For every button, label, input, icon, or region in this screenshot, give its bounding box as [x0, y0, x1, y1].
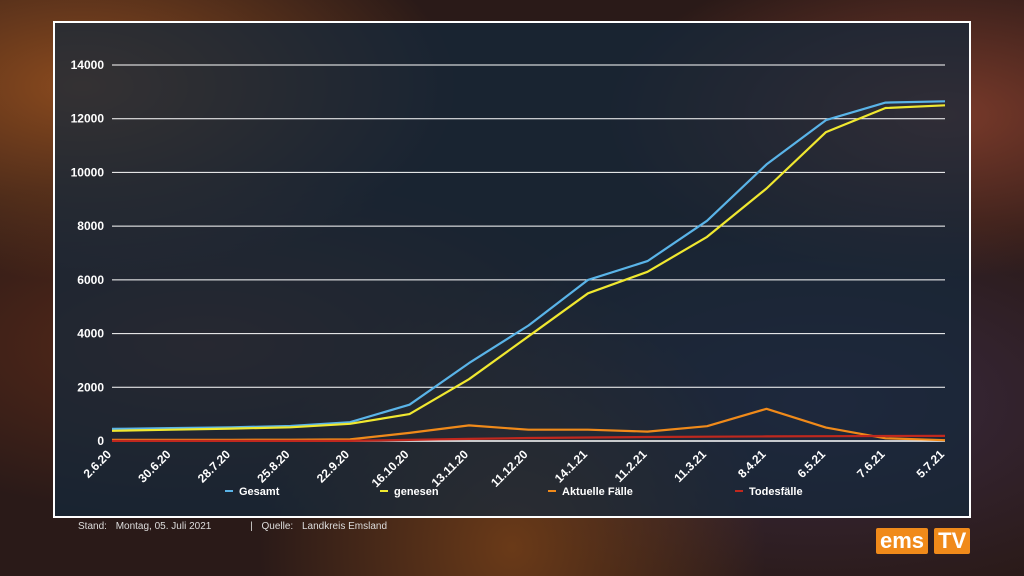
- y-tick-label: 14000: [71, 58, 105, 72]
- stand-value: Montag, 05. Juli 2021: [115, 521, 212, 532]
- footer: Stand: Montag, 05. Juli 2021 | Quelle: L…: [78, 521, 393, 532]
- x-tick-label: 30.6.20: [135, 447, 173, 485]
- ems-tv-logo: ems TV: [876, 528, 992, 554]
- legend-label: genesen: [394, 486, 439, 498]
- series-line: [112, 407, 946, 442]
- x-tick-label: 16.10.20: [369, 447, 412, 490]
- y-tick-label: 8000: [77, 219, 104, 233]
- y-tick-label: 10000: [71, 165, 105, 179]
- x-tick-label: 5.7.21: [914, 447, 948, 481]
- x-tick-label: 11.2.21: [612, 447, 650, 485]
- logo-text-ems: ems: [880, 528, 925, 553]
- x-tick-label: 2.6.20: [81, 447, 115, 481]
- source-label: Quelle:: [261, 521, 294, 532]
- source-value: Landkreis Emsland: [301, 521, 388, 532]
- logo-text-tv: TV: [938, 528, 967, 553]
- x-tick-label: 25.8.20: [254, 447, 292, 485]
- x-tick-label: 14.1.21: [552, 447, 590, 485]
- footer-separator: |: [250, 521, 253, 532]
- y-tick-label: 12000: [71, 112, 105, 126]
- y-tick-label: 2000: [77, 380, 104, 394]
- y-tick-label: 4000: [77, 327, 104, 341]
- legend-label: Aktuelle Fälle: [562, 486, 633, 498]
- x-tick-label: 22.9.20: [314, 447, 352, 485]
- series-line: [111, 100, 946, 430]
- legend-label: Gesamt: [239, 486, 280, 498]
- legend-label: Todesfälle: [749, 486, 803, 498]
- series-line: [111, 104, 946, 432]
- stand-label: Stand:: [78, 521, 107, 532]
- x-tick-label: 11.12.20: [488, 447, 531, 490]
- y-tick-label: 6000: [77, 273, 104, 287]
- x-tick-label: 28.7.20: [195, 447, 233, 485]
- y-tick-label: 0: [97, 434, 104, 448]
- x-tick-label: 6.5.21: [795, 447, 829, 481]
- x-tick-label: 11.3.21: [671, 447, 709, 485]
- series-line: [112, 434, 946, 442]
- chart-panel: 0 2000 4000 6000 8000 10000 12000 14000 2.6.20 30…: [53, 21, 971, 518]
- x-tick-label: 7.6.21: [854, 447, 888, 481]
- line-chart: 0 2000 4000 6000 8000 10000 12000 14000 2.6.20 30…: [71, 58, 948, 498]
- x-tick-label: 8.4.21: [735, 447, 769, 481]
- x-tick-label: 13.11.20: [429, 447, 472, 490]
